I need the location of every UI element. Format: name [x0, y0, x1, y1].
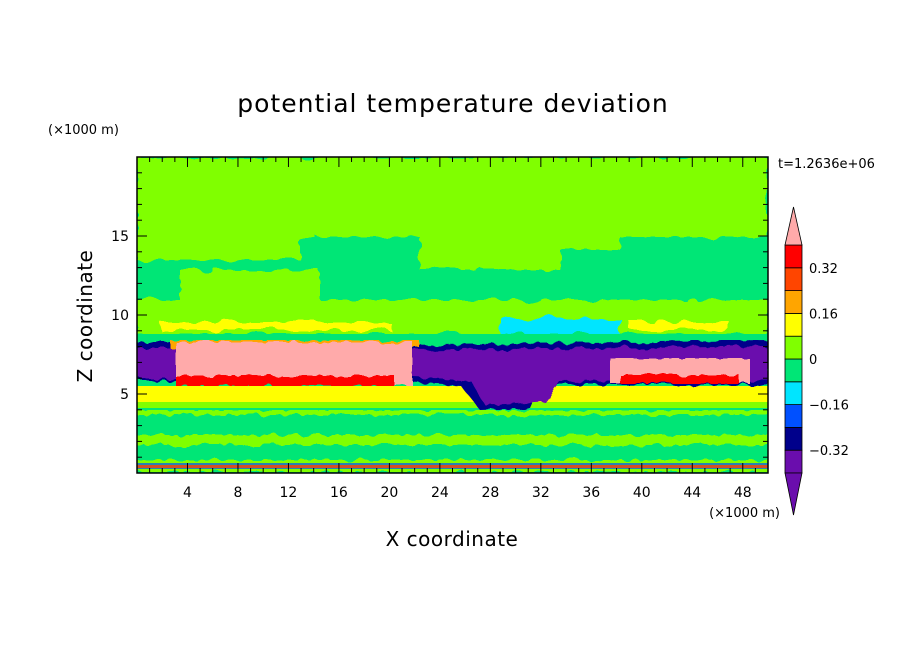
colorbar-bin — [784, 244, 803, 269]
x-tick-label: 24 — [431, 485, 449, 501]
y-unit-label: (×1000 m) — [48, 123, 119, 138]
colorbar: −0.32 −0.16 0 0.16 0.32 — [784, 206, 849, 516]
colorbar-bin — [784, 358, 803, 383]
plot-area — [137, 157, 768, 473]
x-tick-label: 48 — [734, 485, 752, 501]
x-tick-label: 28 — [481, 485, 499, 501]
colorbar-bin — [784, 312, 803, 337]
x-axis: 4 8 12 16 20 24 28 32 36 40 44 48 — [149, 157, 756, 501]
x-axis-label: X coordinate — [386, 527, 519, 551]
x-unit-label: (×1000 m) — [709, 506, 780, 521]
x-tick-label: 8 — [233, 485, 242, 501]
chart-title: potential temperature deviation — [237, 89, 668, 118]
warm-anomaly-left — [170, 340, 420, 386]
x-tick-label: 4 — [183, 485, 192, 501]
y-tick-label: 5 — [120, 387, 129, 403]
x-tick-label: 36 — [582, 485, 600, 501]
colorbar-extend-min — [784, 472, 803, 516]
colorbar-tick-label: −0.32 — [809, 444, 849, 459]
colorbar-bin — [784, 404, 803, 428]
lower-field-patches — [137, 410, 768, 472]
colorbar-bin — [784, 335, 803, 360]
time-label: t=1.2636e+06 — [778, 157, 875, 172]
colorbar-tick-label: −0.16 — [809, 399, 849, 414]
warm-band — [137, 386, 768, 404]
y-tick-label: 10 — [111, 308, 129, 324]
colorbar-tick-label: 0.32 — [809, 262, 838, 277]
colorbar-bin — [784, 267, 803, 291]
upper-field-patches — [137, 157, 768, 334]
colorbar-extend-max — [784, 206, 803, 246]
colorbar-tick-label: 0 — [809, 353, 817, 368]
y-axis: 5 10 15 — [111, 172, 768, 458]
colorbar-bin — [784, 290, 803, 314]
colorbar-bin — [784, 426, 803, 451]
colorbar-bin — [784, 381, 803, 405]
y-tick-label: 15 — [111, 229, 129, 245]
colorbar-bin — [784, 449, 803, 474]
x-tick-label: 44 — [683, 485, 701, 501]
x-tick-label: 16 — [330, 485, 348, 501]
x-tick-label: 40 — [633, 485, 651, 501]
warm-anomaly-right — [610, 358, 750, 384]
x-tick-label: 12 — [280, 485, 298, 501]
y-axis-label: Z coordinate — [73, 250, 97, 383]
colorbar-tick-label: 0.16 — [809, 307, 838, 322]
x-tick-label: 20 — [380, 485, 398, 501]
x-tick-label: 32 — [532, 485, 550, 501]
